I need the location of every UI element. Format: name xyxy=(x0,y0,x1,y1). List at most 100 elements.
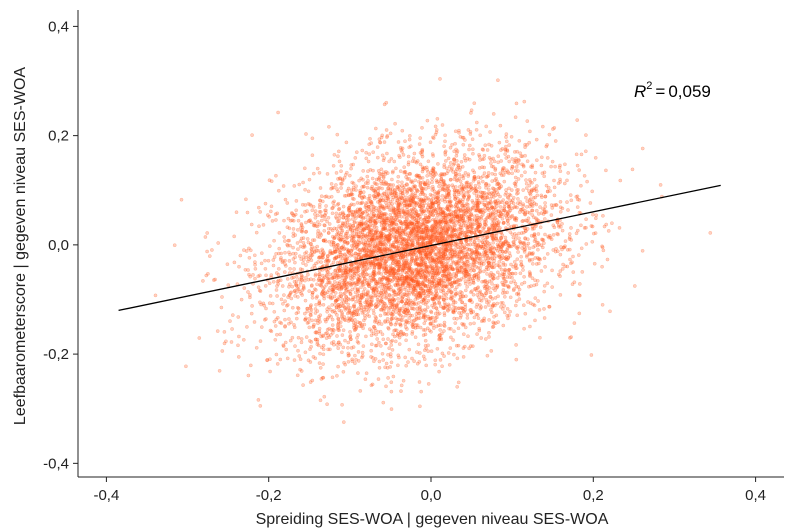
scatter-point xyxy=(429,240,434,244)
scatter-point xyxy=(601,213,605,218)
scatter-point xyxy=(213,277,217,282)
scatter-point xyxy=(576,253,581,257)
scatter-point xyxy=(539,155,544,160)
scatter-point xyxy=(436,286,441,291)
scatter-point xyxy=(418,208,423,213)
scatter-point xyxy=(310,292,315,297)
scatter-point xyxy=(452,177,457,182)
scatter-point xyxy=(419,190,424,195)
scatter-point xyxy=(274,218,278,222)
scatter-point xyxy=(538,335,542,340)
scatter-point xyxy=(435,238,440,243)
scatter-point xyxy=(371,308,376,313)
scatter-point xyxy=(443,150,447,155)
scatter-point xyxy=(434,289,438,294)
scatter-point xyxy=(484,175,489,179)
scatter-point xyxy=(431,174,436,179)
scatter-point xyxy=(467,274,472,279)
scatter-point xyxy=(310,290,315,295)
scatter-point xyxy=(405,319,409,323)
scatter-point xyxy=(511,195,516,200)
scatter-point xyxy=(392,328,396,333)
scatter-point xyxy=(234,210,239,215)
scatter-point xyxy=(471,179,476,183)
scatter-point xyxy=(463,302,468,307)
scatter-point xyxy=(333,291,338,295)
scatter-point xyxy=(418,204,423,209)
scatter-point xyxy=(396,268,400,273)
scatter-point xyxy=(323,208,327,213)
scatter-point xyxy=(313,212,317,217)
scatter-point xyxy=(391,208,396,213)
scatter-point xyxy=(264,317,268,321)
scatter-point xyxy=(402,280,407,285)
scatter-point xyxy=(413,318,417,322)
scatter-point xyxy=(372,273,377,277)
scatter-point xyxy=(423,343,428,348)
scatter-point xyxy=(303,350,308,355)
scatter-point xyxy=(304,229,309,234)
scatter-point xyxy=(299,340,304,345)
scatter-point xyxy=(361,344,366,348)
scatter-point xyxy=(403,308,407,312)
scatter-point xyxy=(517,297,522,301)
scatter-point xyxy=(421,243,425,247)
scatter-point xyxy=(508,271,513,276)
scatter-point xyxy=(403,319,408,323)
scatter-point xyxy=(489,246,494,251)
scatter-point xyxy=(395,185,400,190)
scatter-point xyxy=(361,227,366,232)
scatter-point xyxy=(501,221,506,225)
scatter-point xyxy=(339,301,344,306)
scatter-point xyxy=(380,300,385,304)
scatter-point xyxy=(408,144,413,149)
scatter-point xyxy=(336,177,340,181)
scatter-point xyxy=(474,312,479,317)
scatter-point xyxy=(404,222,409,227)
scatter-point xyxy=(390,202,395,206)
scatter-point xyxy=(351,313,356,318)
scatter-point xyxy=(351,223,356,228)
scatter-point xyxy=(330,327,335,332)
scatter-point xyxy=(259,251,264,256)
scatter-point xyxy=(415,225,419,230)
scatter-point xyxy=(373,314,378,319)
scatter-point xyxy=(407,301,411,305)
scatter-point xyxy=(380,332,385,337)
scatter-point xyxy=(304,263,308,267)
scatter-point xyxy=(387,159,392,164)
scatter-point xyxy=(484,124,489,129)
scatter-point xyxy=(230,327,234,331)
scatter-point xyxy=(205,231,210,235)
scatter-point xyxy=(420,169,425,174)
scatter-point xyxy=(496,78,500,83)
scatter-point xyxy=(502,294,507,299)
scatter-point xyxy=(334,298,338,303)
scatter-point xyxy=(457,128,461,133)
scatter-point xyxy=(282,308,287,313)
scatter-point xyxy=(405,276,410,280)
scatter-point xyxy=(516,250,520,254)
scatter-point xyxy=(281,301,285,306)
scatter-point xyxy=(521,303,526,308)
scatter-point xyxy=(417,225,421,230)
scatter-point xyxy=(488,273,493,277)
scatter-point xyxy=(422,201,427,206)
scatter-point xyxy=(430,297,435,302)
scatter-point xyxy=(428,213,432,218)
scatter-point xyxy=(530,227,535,231)
scatter-point xyxy=(483,143,488,148)
scatter-point xyxy=(377,340,381,345)
scatter-point xyxy=(519,254,524,259)
scatter-point xyxy=(600,245,605,250)
scatter-point xyxy=(456,242,460,247)
scatter-point xyxy=(389,407,394,411)
scatter-point xyxy=(514,263,518,267)
scatter-point xyxy=(376,377,381,381)
scatter-point xyxy=(499,184,504,189)
scatter-point xyxy=(512,217,517,222)
scatter-point xyxy=(415,350,419,355)
scatter-point xyxy=(452,192,457,197)
scatter-point xyxy=(430,266,435,271)
scatter-point xyxy=(421,242,426,247)
